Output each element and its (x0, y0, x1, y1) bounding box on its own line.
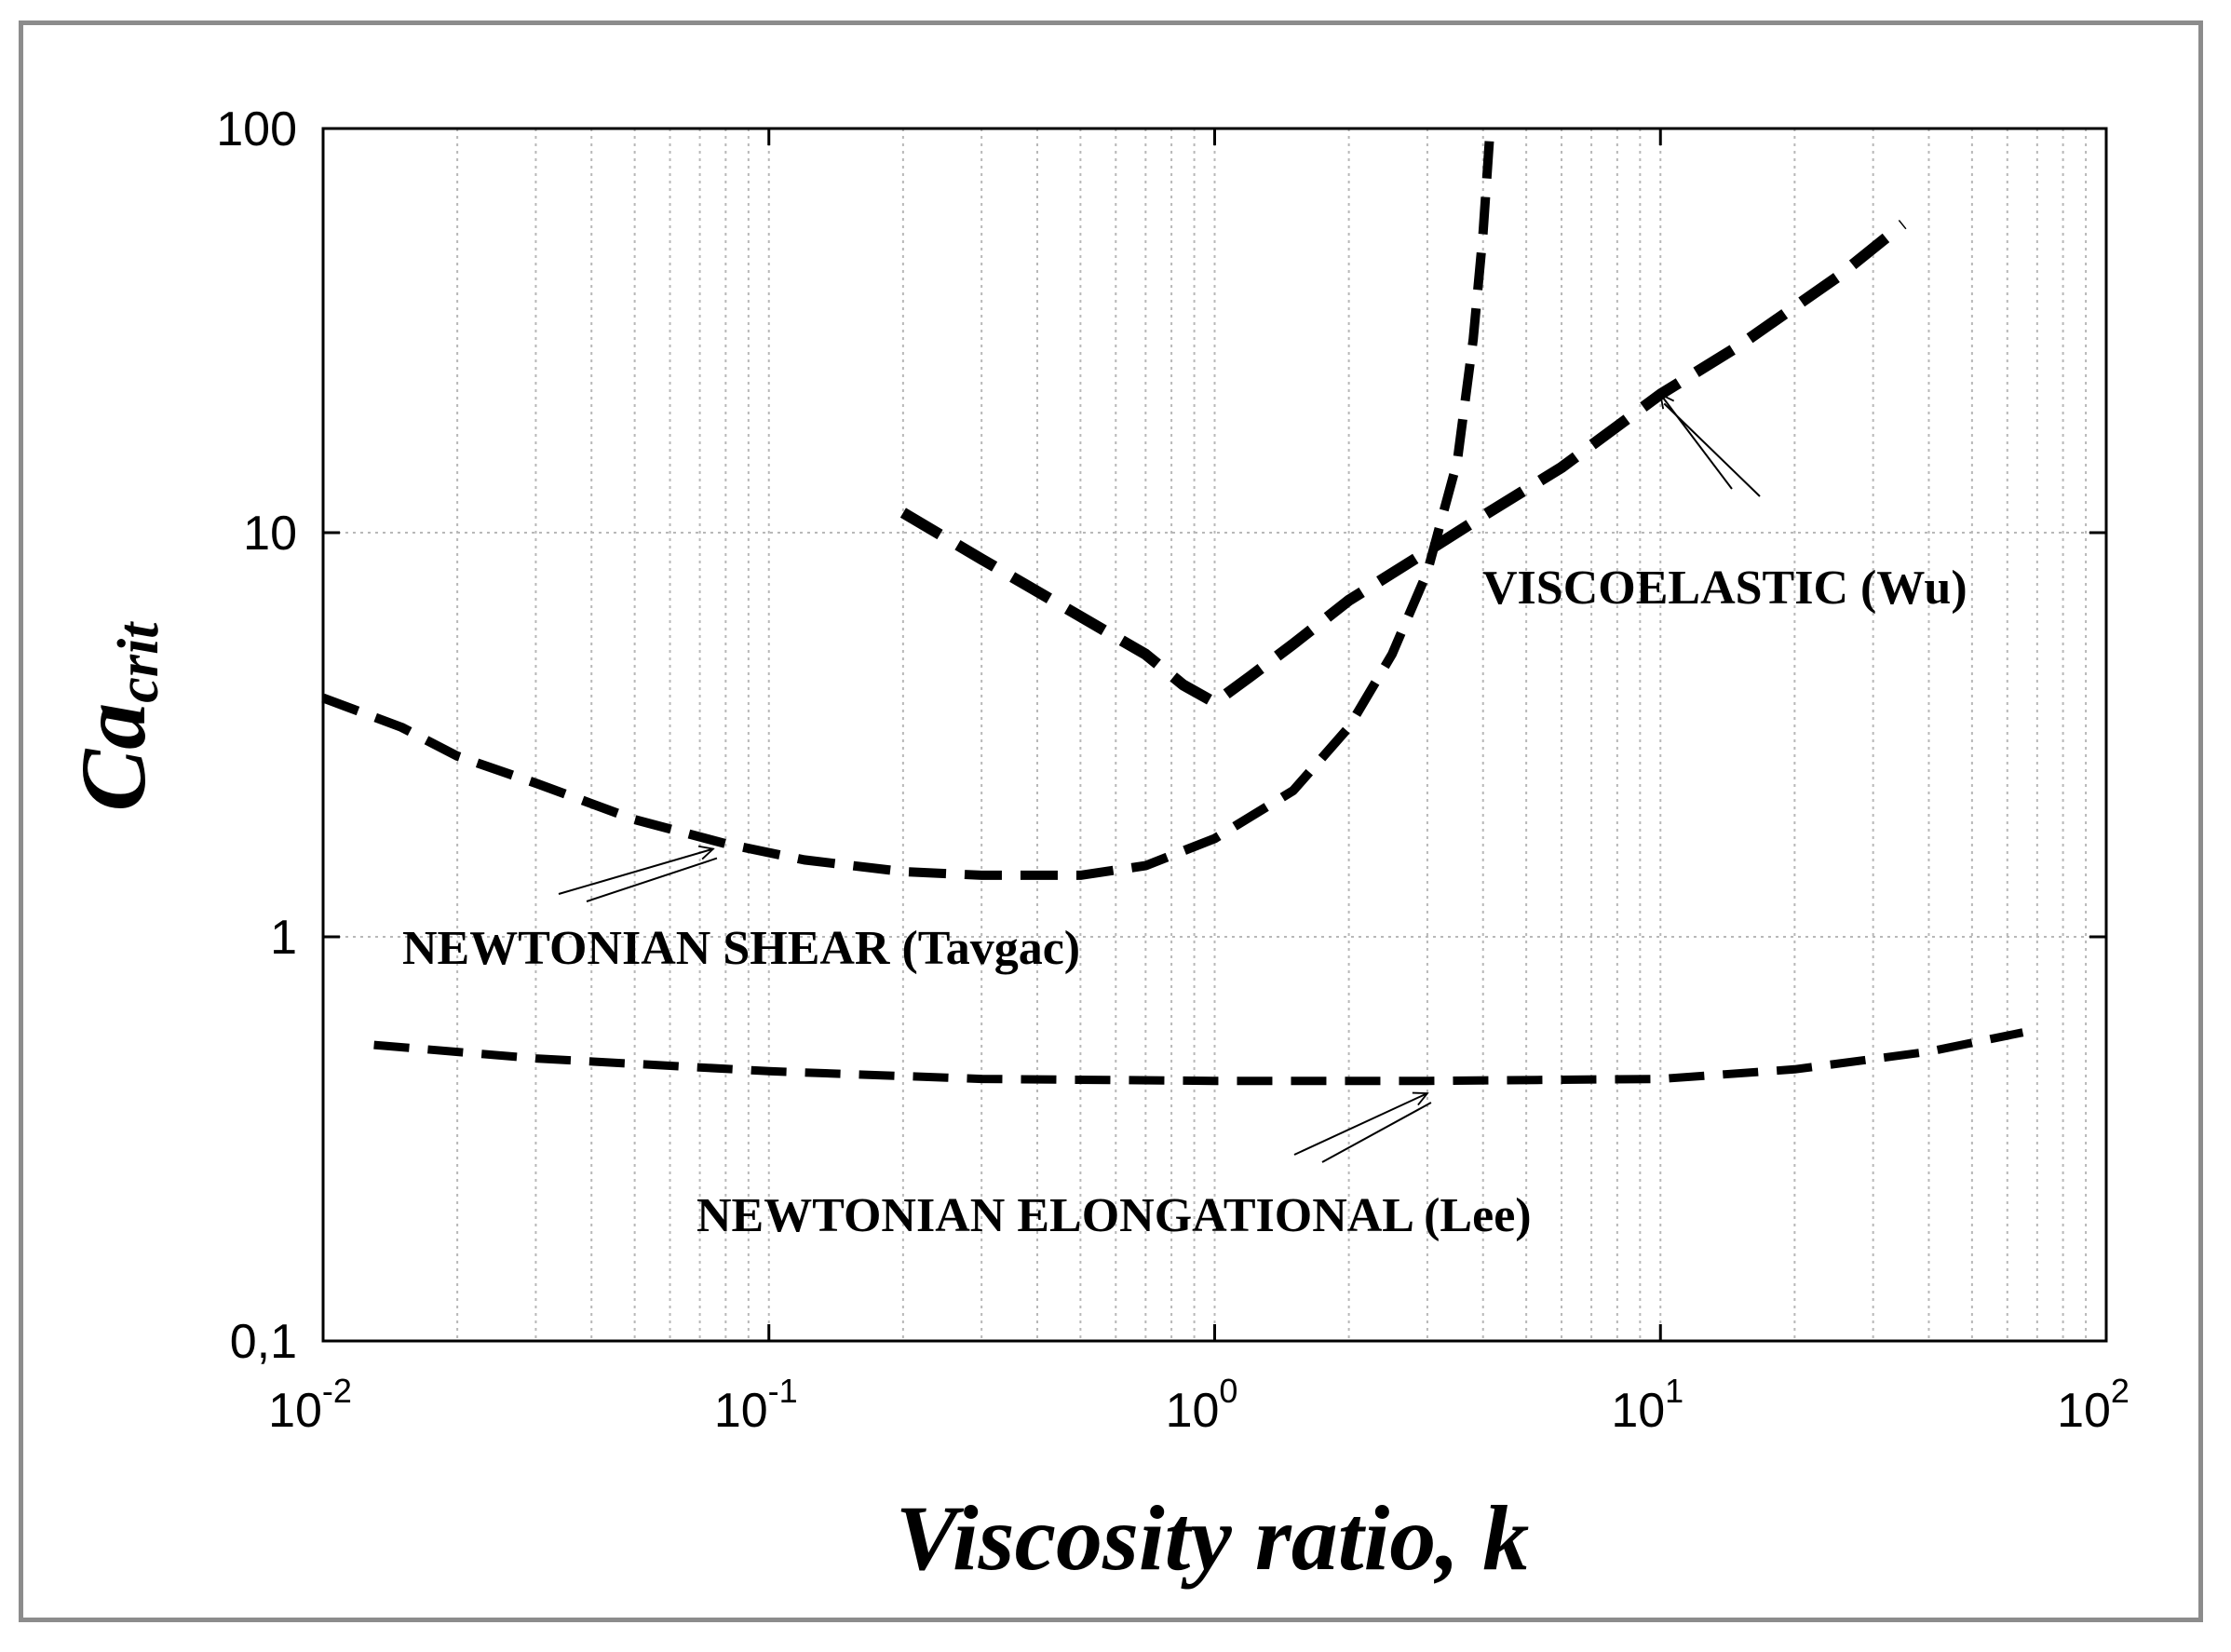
annotation-arrow-wu (1660, 394, 1733, 490)
x-tick-label: 10-2 (268, 1372, 352, 1438)
series (321, 128, 2024, 1086)
x-tick-label: 102 (2057, 1372, 2130, 1438)
x-tick-label-base: 10 (1611, 1384, 1665, 1438)
series-line-1 (899, 220, 1907, 709)
x-tick-label-base: 10 (2057, 1384, 2111, 1438)
grid (323, 129, 2106, 1341)
y-tick-label: 100 (216, 102, 297, 156)
y-axis-title: Cacrit (61, 621, 170, 812)
annotation-arrow-shaft-lee (1321, 1102, 1432, 1163)
x-tick-label-exponent: -1 (768, 1372, 798, 1410)
annotation-lee: NEWTONIAN ELONGATIONAL (Lee) (696, 1189, 1532, 1242)
y-tick-label: 1 (270, 911, 297, 965)
x-tick-label: 10-1 (714, 1372, 798, 1438)
x-tick-label-exponent: 0 (1219, 1372, 1237, 1410)
x-tick-labels: 10-2 10-1 100 101 102 (268, 1372, 2130, 1438)
annotation-tavgac: NEWTONIAN SHEAR (Tavgac) (402, 922, 1080, 975)
x-axis-title: Viscosity ratio, k (896, 1486, 1530, 1590)
annotation-wu: VISCOELASTIC (Wu) (1482, 562, 1967, 615)
annotations: VISCOELASTIC (Wu) NEWTONIAN SHEAR (Tavgac… (402, 394, 1967, 1242)
x-tick-label-base: 10 (714, 1384, 768, 1438)
x-tick-label: 101 (1611, 1372, 1683, 1438)
x-tick-label-base: 10 (1166, 1384, 1220, 1438)
x-tick-label-exponent: 1 (1665, 1372, 1683, 1410)
figure-frame (19, 20, 2203, 1622)
y-tick-label: 10 (243, 507, 297, 561)
series-line-3 (373, 1028, 2024, 1086)
x-tick-label-exponent: 2 (2111, 1372, 2130, 1410)
annotation-arrow-shaft-wu (1663, 402, 1761, 497)
x-tick-label: 100 (1166, 1372, 1238, 1438)
annotation-arrow-shaft-tavgac (586, 857, 718, 902)
y-tick-labels: 0,1 1 10 100 (216, 102, 297, 1369)
x-tick-label-exponent: -2 (322, 1372, 352, 1410)
annotation-arrow-tavgac (558, 849, 713, 895)
series-line-2 (321, 128, 1495, 880)
tick-marks (321, 127, 2108, 1343)
x-tick-label-base: 10 (268, 1384, 322, 1438)
y-axis-title-main: Ca (61, 703, 165, 812)
annotation-arrow-lee (1293, 1093, 1427, 1156)
y-tick-label: 0,1 (230, 1315, 297, 1369)
y-axis-title-sub: crit (107, 621, 170, 703)
